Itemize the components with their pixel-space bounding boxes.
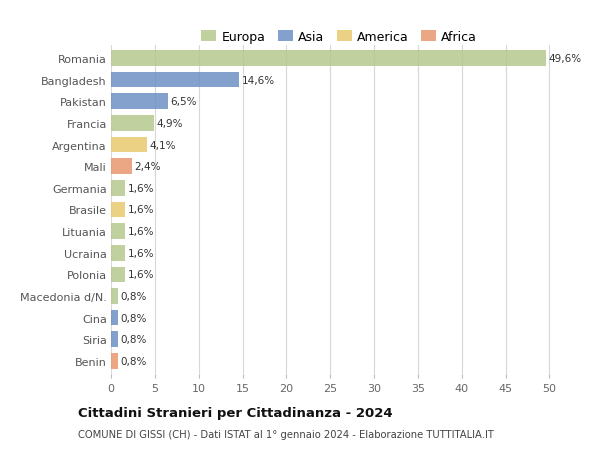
- Bar: [111, 267, 125, 283]
- Bar: [111, 224, 125, 239]
- Bar: [111, 289, 118, 304]
- Text: 4,9%: 4,9%: [157, 118, 183, 129]
- Bar: [111, 94, 168, 110]
- Text: 49,6%: 49,6%: [548, 54, 582, 64]
- Text: 4,1%: 4,1%: [149, 140, 176, 150]
- Text: 1,6%: 1,6%: [128, 248, 154, 258]
- Legend: Europa, Asia, America, Africa: Europa, Asia, America, Africa: [196, 26, 482, 49]
- Text: 0,8%: 0,8%: [121, 356, 147, 366]
- Bar: [111, 332, 118, 347]
- Text: 14,6%: 14,6%: [242, 75, 275, 85]
- Text: 0,8%: 0,8%: [121, 335, 147, 345]
- Text: 0,8%: 0,8%: [121, 313, 147, 323]
- Bar: [111, 246, 125, 261]
- Text: 1,6%: 1,6%: [128, 227, 154, 236]
- Text: 2,4%: 2,4%: [134, 162, 161, 172]
- Bar: [111, 310, 118, 326]
- Text: 6,5%: 6,5%: [170, 97, 197, 107]
- Bar: [111, 116, 154, 131]
- Bar: [111, 202, 125, 218]
- Bar: [111, 137, 147, 153]
- Bar: [111, 73, 239, 88]
- Bar: [111, 51, 546, 67]
- Text: 1,6%: 1,6%: [128, 270, 154, 280]
- Text: COMUNE DI GISSI (CH) - Dati ISTAT al 1° gennaio 2024 - Elaborazione TUTTITALIA.I: COMUNE DI GISSI (CH) - Dati ISTAT al 1° …: [78, 429, 494, 439]
- Text: 1,6%: 1,6%: [128, 205, 154, 215]
- Text: Cittadini Stranieri per Cittadinanza - 2024: Cittadini Stranieri per Cittadinanza - 2…: [78, 406, 392, 419]
- Text: 1,6%: 1,6%: [128, 184, 154, 193]
- Bar: [111, 181, 125, 196]
- Bar: [111, 159, 132, 174]
- Bar: [111, 353, 118, 369]
- Text: 0,8%: 0,8%: [121, 291, 147, 302]
